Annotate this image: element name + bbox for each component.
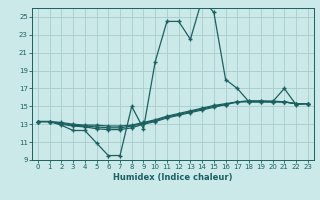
X-axis label: Humidex (Indice chaleur): Humidex (Indice chaleur) [113,173,233,182]
